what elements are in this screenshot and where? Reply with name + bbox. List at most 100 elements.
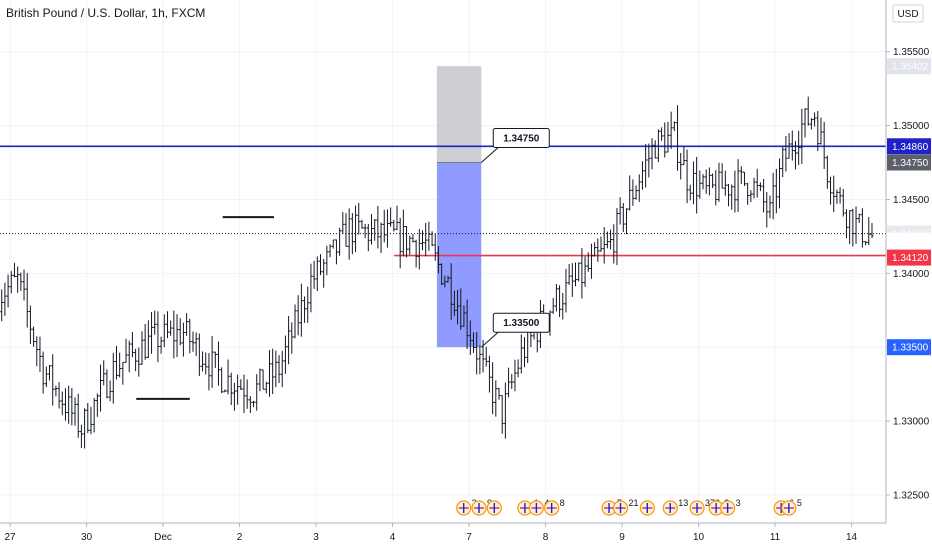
x-tick-label: 10 (693, 532, 705, 543)
ohlc-bar (255, 374, 259, 411)
ohlc-bar (513, 359, 517, 392)
resistance-price-tag-box (887, 138, 931, 155)
ohlc-bar (9, 271, 13, 294)
ohlc-bar (57, 382, 61, 409)
ohlc-bar (618, 197, 622, 225)
ohlc-bar (376, 205, 380, 249)
ohlc-bar (835, 189, 839, 204)
event-marker: 4 (517, 498, 538, 516)
callout-label: 1.34750 (503, 134, 540, 145)
ohlc-bar (813, 112, 817, 127)
ohlc-bar (631, 179, 635, 206)
ohlc-bar (22, 269, 26, 301)
ohlc-bar (625, 208, 629, 235)
ohlc-bar (67, 385, 71, 424)
currency-button[interactable]: USD (892, 4, 924, 23)
ohlc-bar (197, 333, 201, 376)
ohlc-bar (118, 352, 122, 378)
chart-title: British Pound / U.S. Dollar, 1h, FXCM (6, 6, 205, 20)
stop-price-tag-text: 1.34750 (892, 158, 929, 169)
ohlc-bar (95, 393, 99, 417)
target-price-tag: 1.33500 (887, 339, 931, 356)
price-callouts[interactable]: 1.34750 1.33500 (480, 128, 550, 348)
ohlc-bar (758, 182, 762, 192)
ohlc-bar (309, 263, 313, 313)
ohlc-bar (287, 316, 291, 365)
ohlc-bar (6, 274, 10, 308)
ohlc-bar (38, 336, 42, 372)
ohlc-bar (156, 311, 160, 363)
range-lines[interactable] (136, 216, 274, 400)
ohlc-bar (456, 289, 460, 325)
ohlc-bar (385, 209, 389, 248)
ohlc-bar (723, 170, 727, 196)
ohlc-bar (54, 385, 58, 397)
ohlc-bar (28, 305, 32, 345)
event-marker (639, 500, 655, 516)
ohlc-bar (70, 387, 74, 426)
ohlc-bar (586, 252, 590, 272)
target-price-tag-box (887, 339, 931, 356)
ohlc-bar (778, 158, 782, 209)
currency-label: USD (897, 9, 918, 20)
ohlc-bar (436, 246, 440, 274)
ohlc-bar (446, 275, 450, 283)
event-marker: 8 (544, 498, 565, 516)
ohlc-bar (366, 223, 370, 252)
ohlc-bar (12, 262, 16, 278)
ohlc-bar (644, 144, 648, 188)
ohlc-bar (172, 310, 176, 359)
ohlc-bar (494, 380, 498, 417)
ohlc-bar (73, 397, 77, 426)
economic-events[interactable]: 29448521133762365 (456, 498, 802, 516)
ohlc-bar (207, 353, 211, 391)
position-zones[interactable] (436, 66, 482, 348)
ohlc-bar (181, 322, 185, 357)
callout-leader (480, 146, 500, 163)
ohlc-bar (733, 170, 737, 213)
ohlc-bar (870, 223, 874, 239)
ohlc-bar (328, 244, 332, 258)
level-lines[interactable] (0, 145, 886, 257)
ohlc-bar (628, 175, 632, 211)
ohlc-bar (669, 111, 673, 149)
ohlc-bar (468, 320, 472, 355)
ohlc-bar (194, 332, 198, 357)
ohlc-bar (507, 367, 511, 398)
ohlc-bar (223, 389, 227, 393)
callout-box (492, 312, 550, 333)
ohlc-bar (344, 213, 348, 247)
ohlc-bar (867, 216, 871, 246)
ohlc-bar (688, 184, 692, 201)
x-tick-label: 3 (313, 532, 319, 543)
ohlc-bar (3, 282, 7, 316)
callout-leader (480, 330, 500, 348)
ohlc-bar (417, 229, 421, 270)
ohlc-bar (580, 247, 584, 299)
x-tick-label: Dec (154, 532, 172, 543)
ohlc-bar (108, 380, 112, 402)
ohlc-bar (318, 254, 322, 276)
ohlc-bar (860, 208, 864, 248)
ohlc-bar (736, 159, 740, 212)
ohlc-bar (51, 354, 55, 406)
ohlc-bar (303, 296, 307, 323)
y-tick-label: 1.35000 (893, 121, 930, 132)
ohlc-bar (169, 320, 173, 336)
ohlc-bar (296, 295, 300, 336)
x-tick-label: 27 (4, 532, 16, 543)
ohlc-bar (312, 260, 316, 289)
support-price-tag-box (887, 249, 931, 266)
ohlc-bar (347, 208, 351, 260)
ohlc-bar (334, 239, 338, 265)
ohlc-bar (19, 272, 23, 291)
ohlc-bar (650, 138, 654, 170)
ohlc-bar (561, 292, 565, 320)
ohlc-bar (784, 136, 788, 172)
ohlc-bar (443, 275, 447, 288)
x-tick-label: 9 (619, 532, 625, 543)
ohlc-bar (150, 312, 154, 354)
ohlc-bar (89, 406, 93, 435)
